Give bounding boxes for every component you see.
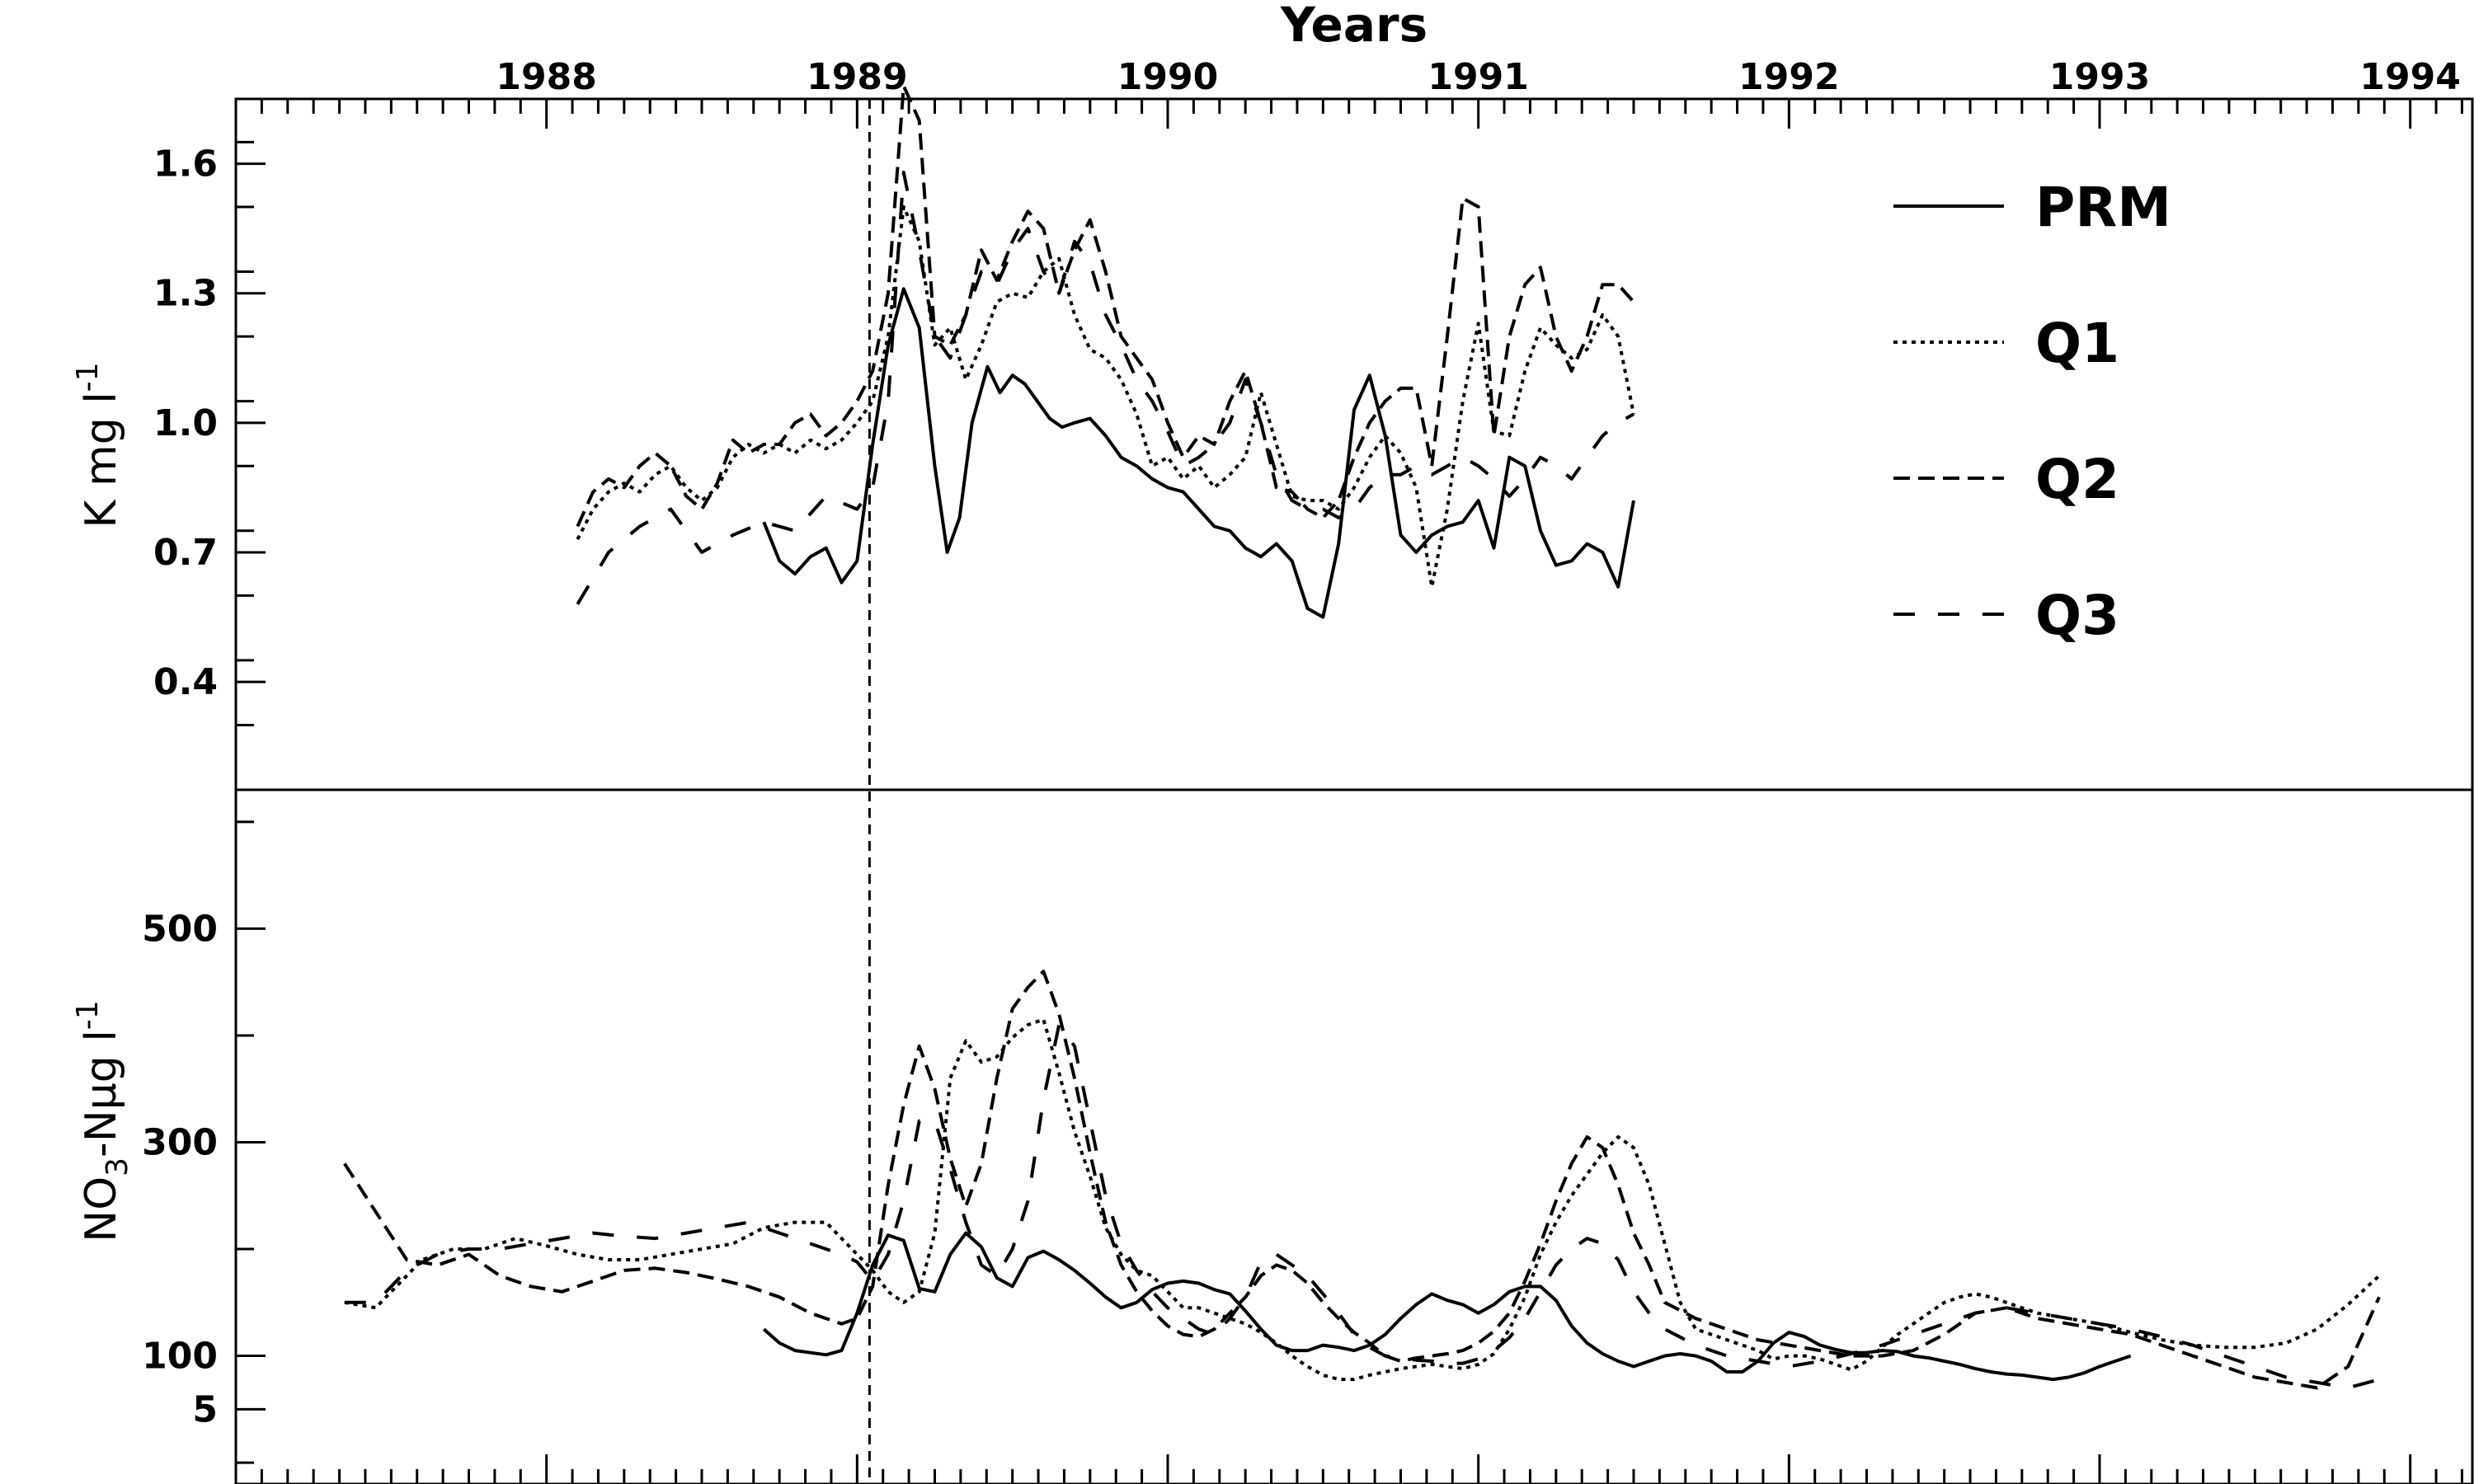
x-tick-label: 1989: [807, 56, 907, 98]
x-axis-ticks: [260, 99, 2463, 1484]
no3-series-group: [343, 970, 2381, 1390]
no3-axis-title-subscript: 3: [101, 1158, 134, 1176]
x-tick-label: 1990: [1117, 56, 1218, 98]
x-tick-label: 1993: [2049, 56, 2150, 98]
nitrate-series-q2: [343, 970, 2381, 1390]
nitrate-series-prm: [762, 1231, 2132, 1382]
y-tick-label: 5: [192, 1388, 218, 1430]
k-axis-tick-labels: 0.4 0.7 1.0 1.3 1.6: [153, 143, 218, 704]
y-tick-label: 1.0: [153, 402, 218, 444]
x-tick-label: 1994: [2359, 56, 2460, 98]
nitrate-series-q1: [344, 1017, 2381, 1382]
legend: PRM Q1 Q2 Q3: [1893, 176, 2171, 647]
x-tick-label: 1992: [1738, 56, 1839, 98]
legend-label-q3: Q3: [2035, 584, 2119, 647]
k-axis-title-main: K mg l: [77, 392, 126, 528]
legend-label-q2: Q2: [2035, 448, 2119, 511]
no3-axis-ticks: [236, 820, 266, 1464]
k-series-group: [576, 84, 1635, 619]
x-tick-label: 1991: [1427, 56, 1528, 98]
potassium-series-q3: [576, 171, 1634, 605]
y-tick-label: 300: [142, 1121, 218, 1163]
x-axis-tick-labels: 1988 1989 1990 1991 1992 1993 1994: [496, 56, 2460, 98]
no3-axis-tick-labels: 5 100 300 500: [142, 908, 218, 1430]
y-tick-label: 1.3: [153, 273, 218, 315]
x-axis-title: Years: [1280, 0, 1427, 53]
y-tick-label: 0.7: [153, 532, 218, 574]
nitrate-series-q3: [344, 1023, 2380, 1390]
legend-label-q1: Q1: [2035, 312, 2119, 375]
k-axis-ticks: [236, 140, 266, 726]
potassium-series-q2: [576, 84, 1635, 528]
no3-axis-title: NO3-Nμg l-1: [71, 1000, 134, 1242]
y-tick-label: 100: [142, 1336, 218, 1378]
no3-axis-title-main: NO: [77, 1176, 126, 1242]
y-tick-label: 500: [142, 908, 218, 950]
y-tick-label: 1.6: [153, 143, 218, 186]
plot-frame: [234, 97, 2474, 1484]
no3-axis-title-exponent: -1: [71, 1000, 105, 1030]
k-axis-title: K mg l-1: [71, 362, 126, 528]
y-tick-label: 0.4: [153, 661, 218, 703]
no3-axis-title-rest: -Nμg l: [77, 1030, 126, 1158]
k-axis-title-exponent: -1: [71, 362, 105, 392]
legend-label-prm: PRM: [2035, 176, 2171, 239]
potassium-series-prm: [762, 287, 1635, 619]
x-tick-label: 1988: [496, 56, 596, 98]
